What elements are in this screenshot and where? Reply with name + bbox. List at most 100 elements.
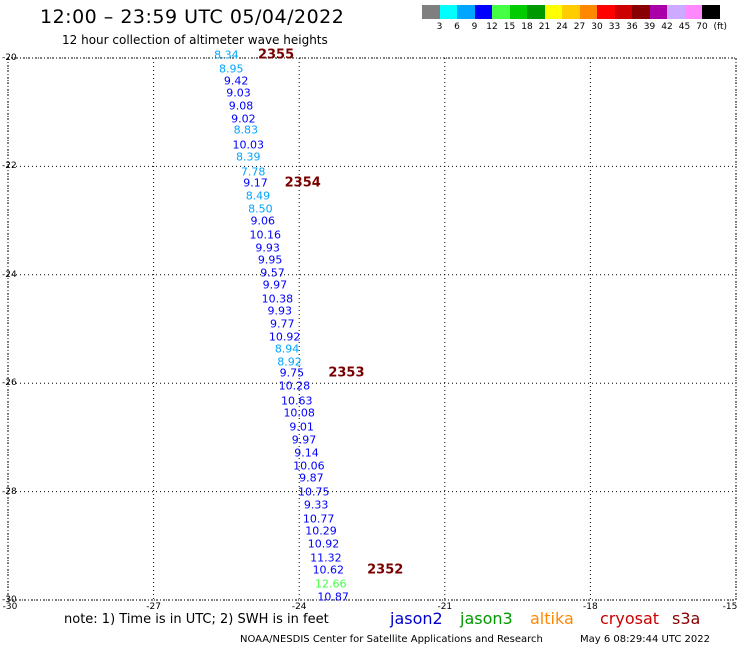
wave-height-value: 10.87 bbox=[317, 590, 349, 604]
legend-swatch bbox=[474, 5, 492, 19]
legend-swatch bbox=[492, 5, 510, 19]
wave-height-value: 9.17 bbox=[243, 176, 268, 190]
wave-height-value: 9.97 bbox=[291, 433, 317, 447]
wave-height-value: 12.66 bbox=[314, 577, 347, 591]
wave-height-value: 10.92 bbox=[307, 537, 340, 551]
legend-swatch bbox=[632, 5, 650, 19]
legend-swatch bbox=[562, 5, 580, 19]
wave-height-value: 10.16 bbox=[249, 228, 281, 242]
footnote: note: 1) Time is in UTC; 2) SWH is in fe… bbox=[64, 612, 329, 627]
x-tick-label: -30 bbox=[2, 602, 18, 612]
wave-height-value: 9.03 bbox=[226, 86, 251, 100]
wave-height-value: 8.39 bbox=[235, 150, 261, 164]
wave-height-value: 10.77 bbox=[302, 512, 335, 526]
wave-height-value: 8.95 bbox=[219, 62, 244, 76]
wave-height-value: 7.78 bbox=[240, 165, 266, 179]
wave-height-value: 10.63 bbox=[281, 394, 313, 408]
satellite-cryosat: cryosat bbox=[600, 609, 660, 628]
legend-label: 27 bbox=[573, 22, 586, 32]
y-tick-label: -20 bbox=[2, 53, 17, 63]
satellite-jason2: jason2 bbox=[390, 609, 443, 628]
legend-label: 39 bbox=[643, 22, 656, 32]
legend-swatch bbox=[597, 5, 615, 19]
legend-label: 45 bbox=[678, 22, 691, 32]
satellite-altika: altika bbox=[530, 609, 574, 628]
wave-height-value: 10.06 bbox=[293, 459, 325, 473]
wave-height-value: 8.83 bbox=[233, 123, 259, 137]
legend-label: 30 bbox=[591, 22, 603, 32]
legend-swatch bbox=[614, 5, 632, 19]
y-tick-label: -28 bbox=[2, 486, 17, 497]
legend-swatch bbox=[439, 5, 457, 19]
legend-swatch bbox=[457, 5, 475, 19]
y-tick-label: -26 bbox=[2, 378, 17, 389]
pass-time-label: 2353 bbox=[328, 365, 365, 381]
wave-height-value: 9.14 bbox=[294, 446, 319, 460]
wave-height-value: 9.42 bbox=[223, 74, 249, 88]
legend-label: 42 bbox=[661, 22, 673, 32]
wave-height-value: 8.94 bbox=[274, 342, 300, 356]
legend-label: 18 bbox=[521, 22, 533, 32]
legend-label: 12 bbox=[486, 22, 498, 32]
x-tick-label: -15 bbox=[722, 602, 738, 612]
wave-height-value: 9.95 bbox=[257, 253, 283, 267]
wave-height-value: 10.62 bbox=[312, 563, 345, 577]
x-tick-label: -27 bbox=[146, 602, 161, 612]
credit-line: NOAA/NESDIS Center for Satellite Applica… bbox=[240, 634, 543, 645]
satellite-s3a: s3a bbox=[672, 609, 701, 628]
wave-height-value: 9.33 bbox=[303, 498, 329, 512]
wave-height-value: 9.08 bbox=[228, 99, 254, 113]
legend-label: 70 bbox=[696, 22, 708, 32]
wave-height-value: 9.75 bbox=[279, 366, 305, 380]
x-tick-label: -24 bbox=[291, 602, 307, 612]
wave-height-value: 8.50 bbox=[248, 202, 273, 216]
legend-swatch bbox=[684, 5, 702, 19]
legend-label: 33 bbox=[608, 22, 621, 32]
pass-time-label: 2354 bbox=[284, 175, 321, 191]
x-tick-label: -21 bbox=[437, 602, 453, 612]
legend-swatch bbox=[422, 5, 440, 19]
wave-height-value: 8.92 bbox=[277, 355, 302, 369]
wave-height-value: 8.34 bbox=[214, 48, 239, 62]
y-tick-label: -30 bbox=[2, 595, 17, 605]
x-tick-label: -18 bbox=[583, 602, 598, 612]
wave-height-value: 9.02 bbox=[231, 112, 256, 126]
pass-time-label: 2355 bbox=[257, 47, 295, 63]
wave-height-value: 9.57 bbox=[260, 266, 285, 280]
y-tick-label: -22 bbox=[2, 161, 17, 172]
generated-timestamp: May 6 08:29:44 UTC 2022 bbox=[580, 634, 710, 645]
y-tick-label: -24 bbox=[2, 269, 17, 280]
legend-swatch bbox=[649, 5, 667, 19]
legend-label: 3 bbox=[436, 22, 443, 32]
page-title: 12:00 – 23:59 UTC 05/04/2022 bbox=[40, 6, 345, 28]
legend-swatch bbox=[667, 5, 685, 19]
legend-label: 36 bbox=[626, 22, 638, 32]
wave-height-value: 9.01 bbox=[289, 420, 314, 434]
legend-swatch bbox=[544, 5, 562, 19]
wave-height-value: 9.06 bbox=[250, 214, 276, 228]
color-legend: 3 6 9 12 15 18 21 24 27 30 33 36 39 42 45 70 (ft) bbox=[0, 0, 740, 40]
legend-label: 15 bbox=[503, 22, 516, 32]
legend-label: 24 bbox=[556, 22, 568, 32]
plot-frame bbox=[7, 57, 737, 601]
wave-height-value: 8.49 bbox=[245, 189, 271, 203]
wave-height-value: 11.32 bbox=[310, 551, 342, 565]
legend-unit: (ft) bbox=[713, 22, 728, 32]
wave-height-value: 9.97 bbox=[262, 278, 288, 292]
legend-swatch bbox=[527, 5, 545, 19]
wave-height-value: 9.77 bbox=[269, 317, 295, 331]
legend-swatch bbox=[509, 5, 527, 19]
wave-height-value: 9.87 bbox=[299, 471, 324, 485]
wave-height-value: 9.93 bbox=[255, 241, 280, 255]
wave-height-value: 10.38 bbox=[261, 292, 294, 306]
wave-height-value: 10.92 bbox=[268, 330, 301, 344]
legend-label: 9 bbox=[471, 22, 478, 32]
legend-label: 6 bbox=[454, 22, 460, 32]
wave-height-value: 10.29 bbox=[305, 524, 337, 538]
wave-height-value: 9.93 bbox=[267, 304, 293, 318]
legend-label: 21 bbox=[538, 22, 551, 32]
wave-height-value: 10.75 bbox=[298, 485, 330, 499]
page-subtitle: 12 hour collection of altimeter wave hei… bbox=[62, 33, 328, 47]
pass-time-label: 2352 bbox=[367, 562, 404, 578]
